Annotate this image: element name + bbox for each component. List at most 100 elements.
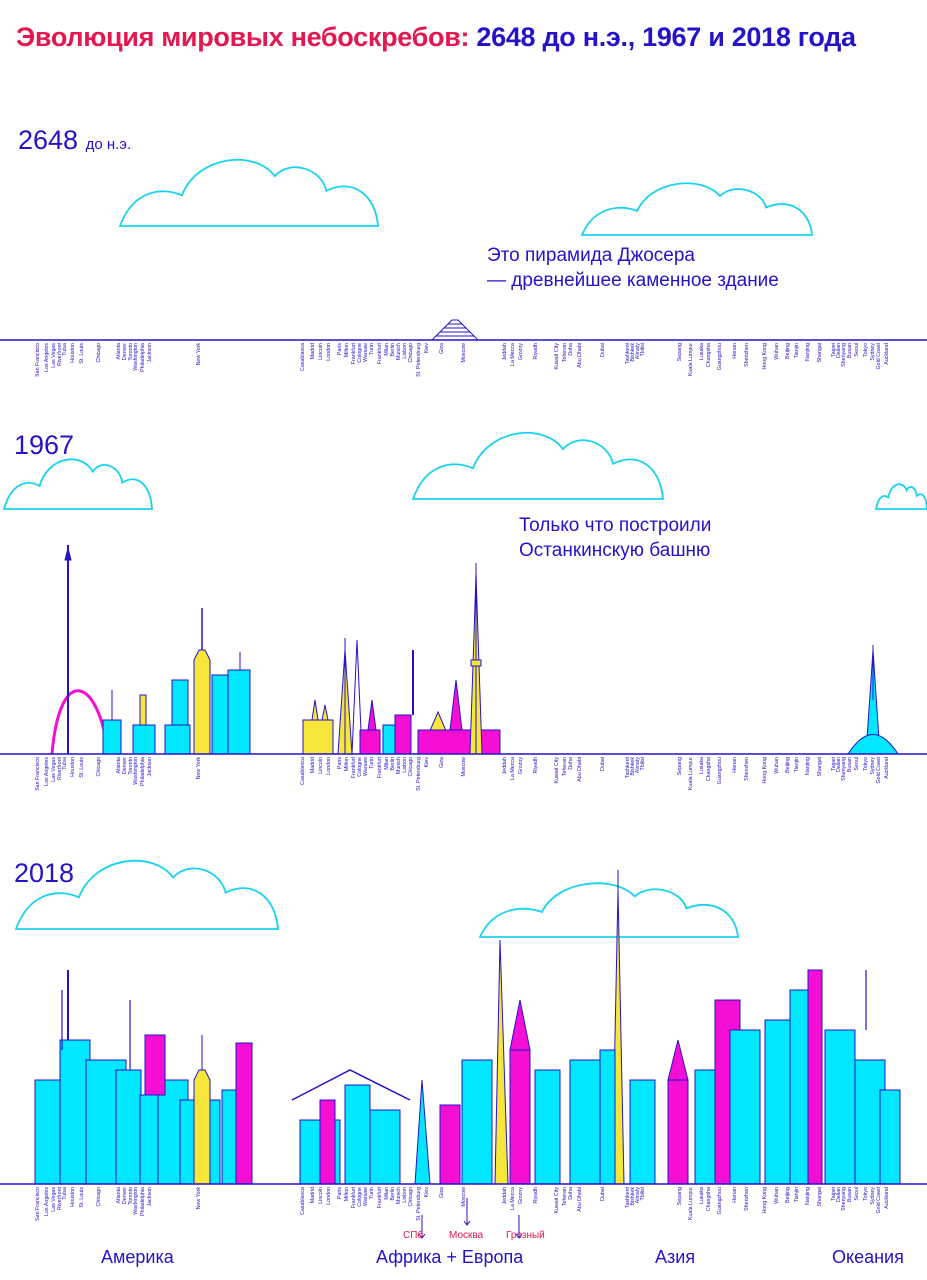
building (394, 714, 412, 755)
city-label: Washington (133, 757, 139, 785)
city-label: Chicago (96, 343, 102, 362)
city-label: Bishkek (630, 343, 636, 362)
city-label: Riyadh (533, 343, 539, 360)
city-label: New York (196, 343, 202, 366)
building-2018 (629, 1079, 656, 1185)
city-label: Shenyang (841, 343, 847, 367)
ostankino-pod (470, 659, 482, 667)
city-label: Jeddah (502, 343, 508, 360)
city-label: La Mecca (510, 757, 516, 780)
city-label: Las Vegas (51, 757, 57, 782)
building (302, 719, 334, 755)
city-label: London (326, 343, 332, 361)
city-label: Shangai (817, 1187, 823, 1206)
city-label: Almaty (635, 1187, 641, 1204)
city-label: Jackson (147, 343, 153, 362)
ostankino-note: Только что построили Останкинскую башню (519, 513, 711, 563)
city-label: Grozny (518, 343, 524, 360)
city-label: Hong Kong (762, 343, 768, 370)
mgu (417, 729, 501, 755)
region-america: Америка (101, 1247, 174, 1267)
city-label: Cologne (357, 1187, 363, 1207)
city-label: Toronto (128, 1187, 134, 1205)
city-label: Beijing (785, 343, 791, 359)
arrow-head (418, 1233, 426, 1239)
city-label: Taipei (831, 757, 837, 771)
city-label: Riyadh (533, 757, 539, 774)
building (227, 669, 251, 755)
city-label: Tokyo (863, 1187, 869, 1201)
city-label: Philadelphia (140, 757, 146, 786)
city-label: Los Angeles (44, 1187, 50, 1216)
city-label: Dalian (836, 757, 842, 772)
city-label: Chicago (408, 343, 414, 362)
city-label: Giza (439, 1187, 445, 1198)
city-label: St. Petersburg (416, 343, 422, 377)
spire (311, 699, 319, 721)
building-2018 (319, 1099, 336, 1185)
city-label: Madrid (310, 1187, 316, 1203)
annotation-spb: СПб (403, 1229, 423, 1241)
arrow-head (463, 1220, 471, 1226)
city-label: Tbilisi (640, 757, 646, 771)
city-label: Lincoln (318, 1187, 324, 1204)
city-label: Tashkent (625, 756, 631, 778)
building (171, 679, 189, 726)
tokyo-tower-base (847, 734, 899, 755)
city-label: La Mecca (510, 1187, 516, 1210)
city-label: Auckland (884, 1187, 890, 1209)
city-label: Shenzhen (744, 1187, 750, 1211)
city-label: Madrid (310, 343, 316, 359)
cloud (874, 483, 927, 510)
city-label: Paris (337, 757, 343, 769)
title-part1: Эволюция мировых небоскребов: (16, 22, 470, 52)
city-label: Kiev (424, 757, 430, 768)
building-2018 (144, 1034, 166, 1096)
city-annotations: СПб Москва Грозный (403, 1198, 545, 1241)
city-label: London (326, 1187, 332, 1205)
city-label: Madrid (310, 757, 316, 773)
city-label: Washington (133, 343, 139, 371)
city-label: La Mecca (510, 343, 516, 366)
city-label: Atlanta (116, 1187, 122, 1204)
city-label: Lincoln (318, 757, 324, 774)
city-label: Atlanta (116, 343, 122, 360)
city-label: Casablanca (300, 1187, 306, 1215)
cloud (478, 882, 739, 938)
city-label: San Francisco (35, 343, 41, 377)
city-label: Frankfurt (351, 342, 357, 364)
pyramid-step (434, 331, 476, 337)
city-label: Busan (847, 757, 853, 772)
city-label: Grozny (518, 1187, 524, 1204)
era-label-2648: 2648 до н.э. (18, 125, 131, 156)
city-label: Sydney (870, 1187, 876, 1205)
city-label: Denver (122, 757, 128, 774)
city-label: Tashkent (625, 1186, 631, 1208)
city-label: Turin (369, 343, 375, 355)
era-year: 1967 (14, 430, 75, 460)
city-label: Wuhan (774, 1187, 780, 1204)
city-label: Frankfurt (351, 1186, 357, 1208)
city-label: Tianjin (794, 1187, 800, 1202)
city-label: Wuhan (774, 757, 780, 774)
city-label: Jeddah (502, 757, 508, 774)
title-part2: 2648 до н.э., 1967 и 2018 года (476, 22, 856, 52)
city-label: Kiev (424, 343, 430, 354)
building-2018 (667, 1079, 689, 1185)
city-label: Shenzhen (744, 757, 750, 781)
city-label: New York (196, 1187, 202, 1210)
annotation-grozny: Грозный (506, 1230, 545, 1241)
city-label: Changsha (706, 343, 712, 367)
city-label: Abu Dhabi (577, 757, 583, 782)
city-label: Riyadh (533, 1187, 539, 1204)
city-label: Lusaka (699, 1187, 705, 1204)
city-label: Tianjin (794, 757, 800, 772)
city-label: Giza (439, 757, 445, 768)
city-label: Houston (70, 343, 76, 363)
city-label: Warsaw (363, 343, 369, 362)
city-label: Wuhan (774, 343, 780, 360)
city-label: Dalian (836, 343, 842, 358)
city-label: Frankfurt (377, 756, 383, 778)
city-label: Beijing (785, 1187, 791, 1203)
